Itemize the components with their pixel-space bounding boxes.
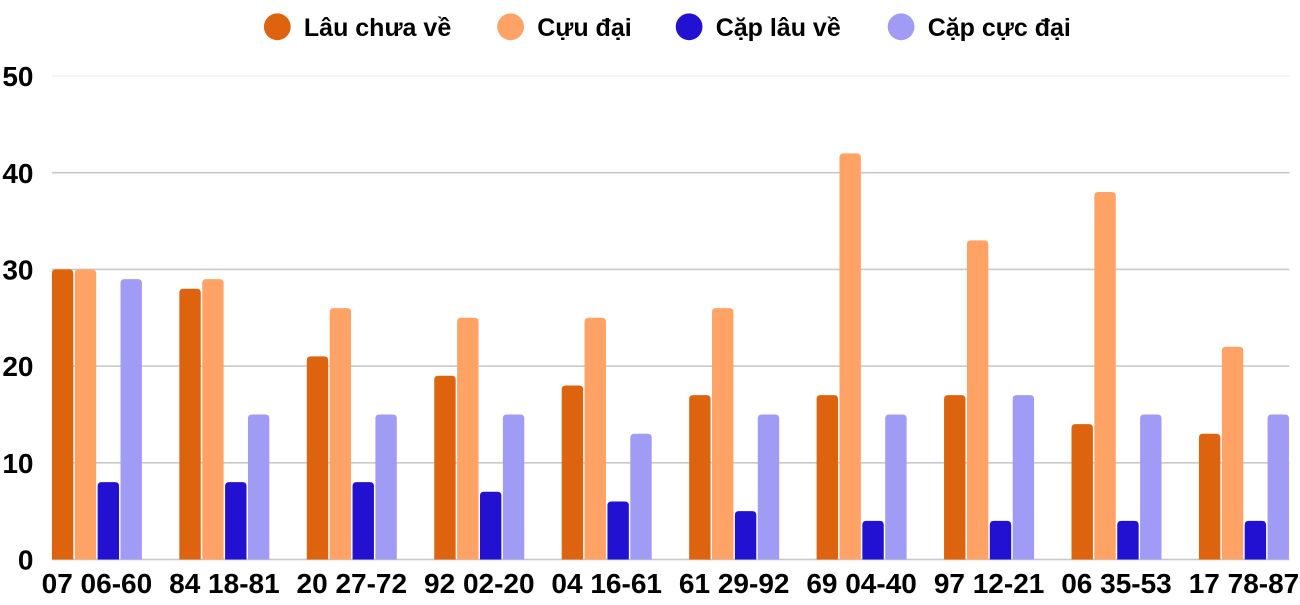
svg-text:97 12-21: 97 12-21: [934, 568, 1045, 599]
svg-text:17 78-87: 17 78-87: [1189, 568, 1300, 599]
svg-text:84 18-81: 84 18-81: [169, 568, 280, 599]
svg-text:06 35-53: 06 35-53: [1061, 568, 1172, 599]
svg-text:20: 20: [2, 351, 33, 382]
svg-text:69 04-40: 69 04-40: [806, 568, 917, 599]
svg-text:Cựu đại: Cựu đại: [537, 14, 632, 42]
svg-text:61 29-92: 61 29-92: [679, 568, 790, 599]
svg-text:Cặp cực đại: Cặp cực đại: [928, 14, 1071, 42]
svg-text:30: 30: [2, 255, 33, 286]
svg-text:Lâu chưa về: Lâu chưa về: [304, 14, 451, 42]
svg-text:40: 40: [2, 158, 33, 189]
svg-text:10: 10: [2, 448, 33, 479]
svg-text:0: 0: [18, 545, 34, 576]
svg-text:07 06-60: 07 06-60: [42, 568, 153, 599]
svg-text:20 27-72: 20 27-72: [297, 568, 408, 599]
svg-text:92 02-20: 92 02-20: [424, 568, 535, 599]
svg-text:Cặp lâu về: Cặp lâu về: [716, 14, 841, 42]
svg-text:04 16-61: 04 16-61: [551, 568, 662, 599]
svg-text:50: 50: [2, 61, 33, 92]
